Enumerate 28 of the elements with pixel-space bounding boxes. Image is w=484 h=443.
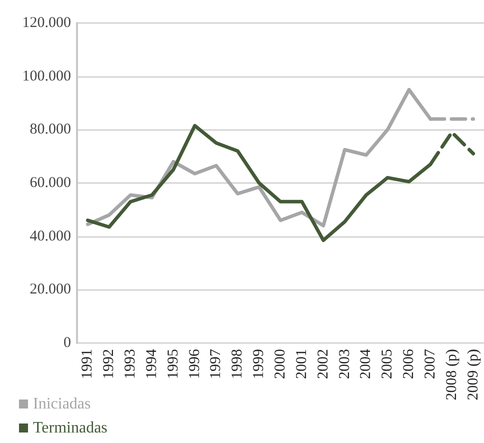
y-tick-label: 20.000 xyxy=(30,282,71,298)
x-tick-label: 1993 xyxy=(122,349,139,379)
x-tick-label: 2006 xyxy=(401,348,418,379)
x-tick-label: 2001 xyxy=(294,349,310,379)
legend-label: Terminadas xyxy=(33,420,108,436)
x-tick-label: 2005 xyxy=(380,349,396,379)
x-tick-label: 1995 xyxy=(165,349,182,379)
x-tick-label: 2004 xyxy=(358,348,374,379)
y-tick-label: 0 xyxy=(64,335,71,351)
legend-label: Iniciadas xyxy=(33,396,91,412)
x-tick-label: 1996 xyxy=(186,348,203,379)
x-tick-label: 2007 xyxy=(422,348,438,379)
x-tick-label: 2009 (p) xyxy=(465,349,482,400)
x-tick-label: 1997 xyxy=(208,348,224,379)
x-tick-label: 2000 xyxy=(272,349,288,379)
x-tick-label: 1994 xyxy=(144,348,160,379)
y-tick-label: 60.000 xyxy=(30,175,71,191)
x-tick-label: 2003 xyxy=(336,349,353,379)
x-tick-label: 1998 xyxy=(230,349,246,379)
x-tick-label: 1992 xyxy=(101,349,118,379)
y-tick-label: 80.000 xyxy=(30,122,71,138)
x-tick-label: 2008 (p) xyxy=(444,349,460,400)
y-tick-label: 120.000 xyxy=(22,15,71,31)
y-tick-label: 40.000 xyxy=(30,228,71,244)
x-tick-label: 1991 xyxy=(80,349,96,379)
x-tick-label: 1999 xyxy=(251,349,268,379)
y-tick-label: 100.000 xyxy=(22,68,71,84)
x-tick-label: 2002 xyxy=(315,349,332,379)
